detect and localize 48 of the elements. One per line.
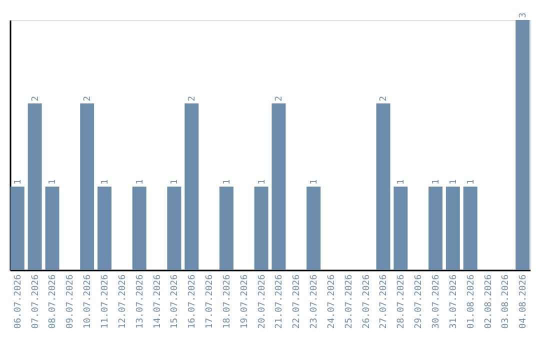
data-label: 2 (188, 96, 198, 102)
data-label: 1 (48, 179, 58, 185)
x-tick-label: 22.07.2026 (292, 274, 302, 329)
x-tick-label: 03.08.2026 (501, 274, 512, 329)
data-label: 1 (466, 179, 476, 185)
x-tick-label: 30.07.2026 (431, 274, 442, 329)
x-tick-label: 07.07.2026 (30, 274, 41, 329)
x-tick-label: 28.07.2026 (396, 274, 407, 329)
x-tick-label: 01.08.2026 (466, 274, 476, 329)
x-tick-label: 23.07.2026 (310, 274, 320, 329)
x-tick-label: 25.07.2026 (344, 274, 354, 329)
data-label: 2 (274, 96, 285, 102)
x-tick-label: 02.08.2026 (484, 274, 494, 329)
data-label: 3 (518, 12, 529, 18)
x-tick-label: 20.07.2026 (257, 274, 268, 329)
x-tick-label: 29.07.2026 (414, 274, 424, 329)
x-tick-label: 13.07.2026 (135, 274, 146, 329)
x-tick-label: 04.08.2026 (518, 274, 529, 329)
data-label: 1 (310, 179, 320, 185)
x-tick-label: 10.07.2026 (83, 274, 94, 329)
x-tick-label: 08.07.2026 (48, 274, 58, 329)
data-label: 2 (379, 96, 390, 102)
x-tick-label: 15.07.2026 (170, 274, 180, 329)
data-label: 1 (448, 179, 459, 185)
x-tick-label: 09.07.2026 (66, 274, 76, 329)
data-label: 1 (396, 179, 407, 185)
x-tick-label: 11.07.2026 (100, 274, 111, 329)
data-label: 2 (30, 96, 41, 102)
data-label: 2 (83, 96, 94, 102)
x-tick-label: 14.07.2026 (152, 274, 163, 329)
x-tick-label: 27.07.2026 (379, 274, 390, 329)
x-tick-label: 24.07.2026 (326, 274, 337, 329)
x-tick-label: 18.07.2026 (222, 274, 232, 329)
data-label: 1 (135, 179, 146, 185)
data-label: 1 (100, 179, 111, 185)
x-tick-label: 26.07.2026 (362, 274, 372, 329)
x-tick-label: 19.07.2026 (240, 274, 250, 329)
data-label: 1 (431, 179, 442, 185)
x-tick-label: 31.07.2026 (448, 274, 459, 329)
data-label: 1 (13, 179, 24, 185)
data-label: 1 (257, 179, 268, 185)
x-tick-label: 06.07.2026 (13, 274, 24, 329)
x-tick-label: 16.07.2026 (188, 274, 198, 329)
x-tick-label: 12.07.2026 (118, 274, 128, 329)
data-label: 1 (222, 179, 232, 185)
data-label: 1 (170, 179, 180, 185)
x-tick-label: 21.07.2026 (274, 274, 285, 329)
x-tick-label: 17.07.2026 (205, 274, 216, 329)
